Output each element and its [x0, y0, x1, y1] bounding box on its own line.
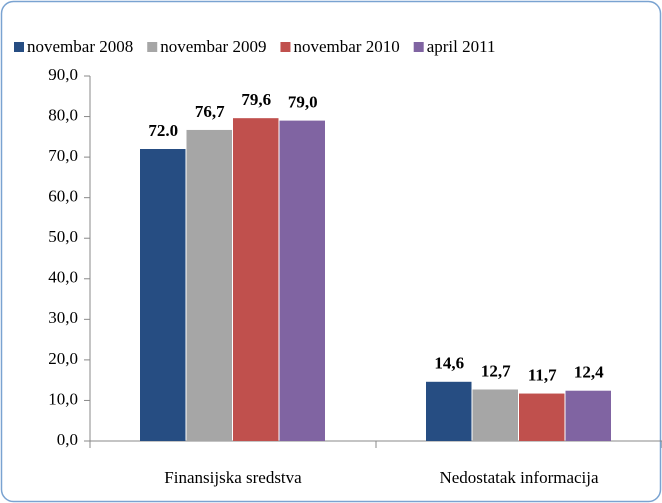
legend-label: april 2011	[427, 37, 496, 56]
value-label: 76,7	[195, 102, 225, 121]
bar	[472, 389, 518, 441]
bar	[426, 381, 472, 441]
bar	[519, 393, 565, 441]
legend-swatch	[14, 42, 24, 52]
bar	[233, 118, 279, 441]
x-tick-label: Nedostatak informacija	[439, 468, 599, 487]
value-label: 79,6	[241, 90, 271, 109]
y-tick-label: 10,0	[48, 389, 78, 408]
y-tick-label: 50,0	[48, 227, 78, 246]
value-label: 12,4	[574, 363, 604, 382]
bar	[279, 120, 325, 441]
y-tick-label: 30,0	[48, 308, 78, 327]
bar	[186, 129, 232, 441]
y-tick-label: 20,0	[48, 349, 78, 368]
value-label: 11,7	[528, 365, 557, 384]
legend-label: novembar 2010	[293, 37, 399, 56]
y-tick-label: 90,0	[48, 65, 78, 84]
y-tick-label: 0,0	[57, 430, 78, 449]
y-tick-label: 40,0	[48, 268, 78, 287]
bar	[140, 149, 186, 441]
x-tick-label: Finansijska sredstva	[164, 468, 302, 487]
y-tick-label: 60,0	[48, 187, 78, 206]
value-label: 79,0	[288, 93, 318, 112]
y-tick-label: 70,0	[48, 146, 78, 165]
value-label: 72.0	[148, 121, 178, 140]
y-tick-label: 80,0	[48, 105, 78, 124]
legend-label: novembar 2008	[27, 37, 133, 56]
legend-swatch	[147, 42, 158, 52]
legend-swatch	[280, 42, 291, 52]
legend-swatch	[413, 42, 424, 52]
bar	[565, 390, 611, 441]
value-label: 12,7	[481, 361, 511, 380]
value-label: 14,6	[434, 354, 464, 373]
legend-label: novembar 2009	[160, 37, 266, 56]
